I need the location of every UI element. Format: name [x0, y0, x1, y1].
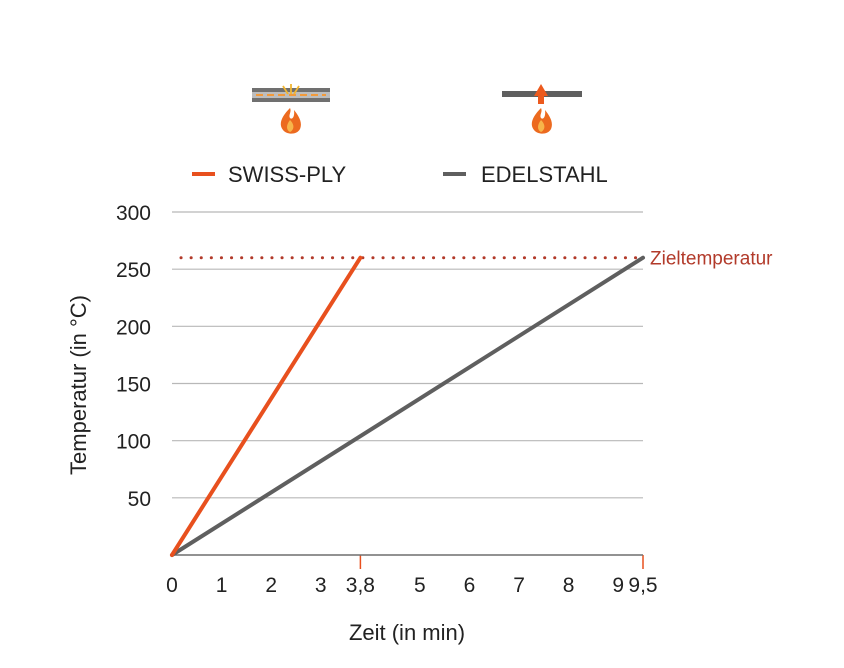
y-axis-ticks: 50 100 150 200 250 300: [116, 202, 151, 511]
y-tick-label-50: 50: [128, 488, 151, 511]
legend-label-edelstahl: EDELSTAHL: [481, 162, 608, 187]
x-tick-label-8: 8: [563, 574, 575, 597]
y-tick-label-100: 100: [116, 431, 151, 454]
y-tick-label-300: 300: [116, 202, 151, 225]
x-tick-label-7: 7: [513, 574, 525, 597]
y-axis-title: Temperatur (in °C): [66, 295, 91, 475]
x-axis-marker-ticks: [359, 555, 644, 569]
series-line-edelstahl: [170, 255, 645, 557]
x-tick-label-0: 0: [166, 574, 178, 597]
x-tick-label-5: 5: [414, 574, 426, 597]
y-tick-label-200: 200: [116, 316, 151, 339]
legend-label-swiss-ply: SWISS-PLY: [228, 162, 347, 187]
y-tick-label-250: 250: [116, 259, 151, 282]
target-temperature-label: Zieltemperatur: [650, 249, 773, 270]
series-lines: [170, 255, 645, 557]
stainless-pan-flame-icon: [502, 84, 582, 134]
swiss-ply-pan-flame-icon: [252, 84, 330, 134]
series-line-swiss-ply: [170, 255, 363, 557]
x-tick-label-2: 2: [265, 574, 277, 597]
x-axis-title: Zeit (in min): [349, 620, 465, 645]
legend: SWISS-PLY EDELSTAHL: [192, 162, 608, 187]
target-temperature-reference: Zieltemperatur: [179, 249, 773, 270]
x-tick-label-3: 3: [315, 574, 327, 597]
x-tick-label-6: 6: [464, 574, 476, 597]
x-tick-label-9,5: 9,5: [628, 574, 657, 597]
x-tick-label-3,8: 3,8: [346, 574, 375, 597]
gridlines: [172, 211, 643, 499]
x-axis-ticks: 0 1 2 3 3,8 5 6 7 8 9 9,5: [166, 574, 657, 597]
y-tick-label-150: 150: [116, 374, 151, 397]
x-tick-label-1: 1: [216, 574, 228, 597]
x-tick-label-9: 9: [612, 574, 624, 597]
